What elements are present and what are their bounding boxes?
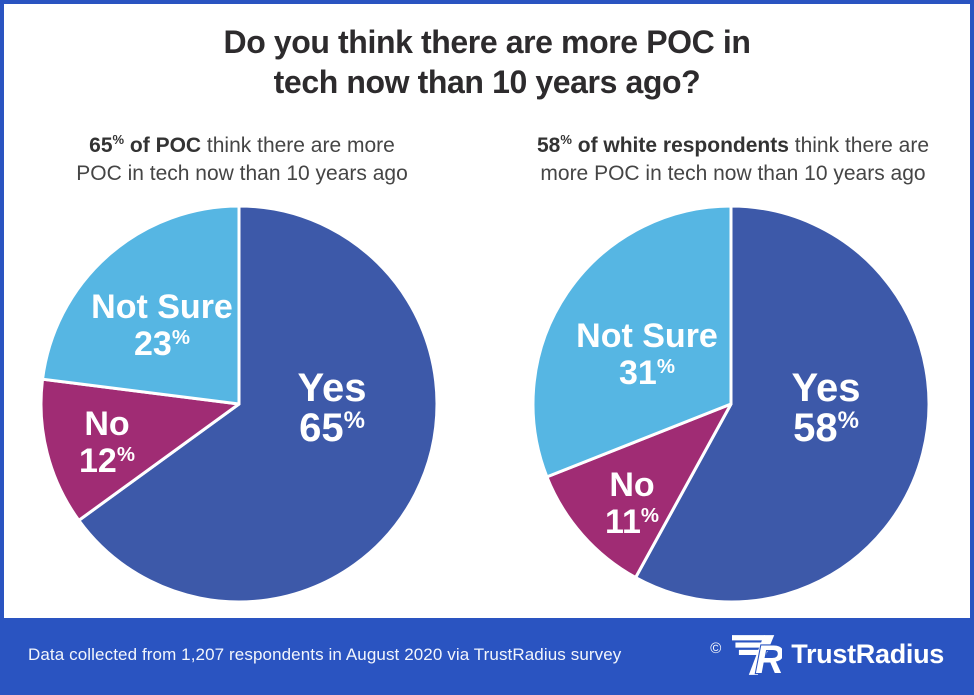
copyright-symbol: ©: [710, 640, 722, 657]
left-chart-subtitle: 65% of POC think there are more POC in te…: [76, 132, 408, 185]
trustradius-logo: © R TrustRadius: [710, 634, 944, 676]
pie-slice-no: [39, 377, 241, 522]
pie-slice-name-not-sure: Not Sure: [576, 317, 718, 355]
pie-slice-name-yes: Yes: [298, 366, 367, 410]
pie-slice-not-sure: [41, 204, 241, 406]
svg-text:R: R: [756, 638, 783, 676]
pie-slice-no: [545, 402, 733, 580]
pie-slice-yes: [77, 204, 439, 604]
trustradius-wordmark: TrustRadius: [791, 639, 944, 669]
pie-slice-name-yes: Yes: [792, 366, 861, 410]
trustradius-logo-icon: R: [732, 634, 782, 676]
pie-slice-name-no: No: [84, 405, 129, 443]
pie-slice-name-no: No: [609, 466, 654, 504]
pie-slice-name-not-sure: Not Sure: [91, 288, 233, 326]
footer-note: Data collected from 1,207 respondents in…: [28, 644, 622, 664]
page-title: Do you think there are more POC in tech n…: [223, 24, 751, 100]
pie-slice-not-sure: [531, 204, 733, 479]
right-chart-subtitle: 58% of white respondents think there are…: [536, 132, 930, 185]
pie-slice-yes: [634, 204, 931, 604]
footer-bar: Data collected from 1,207 respondents in…: [4, 618, 970, 691]
